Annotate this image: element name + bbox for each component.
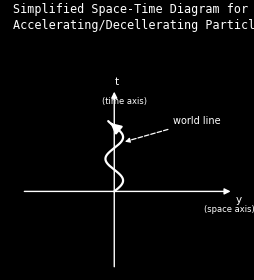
Text: Simplified Space-Time Diagram for
Accelerating/Decellerating Particle: Simplified Space-Time Diagram for Accele… [13, 3, 254, 32]
Text: (space axis): (space axis) [203, 205, 253, 214]
Text: y: y [234, 195, 240, 205]
Text: world line: world line [126, 116, 220, 142]
Text: t: t [114, 77, 119, 87]
Text: (time axis): (time axis) [102, 97, 147, 106]
